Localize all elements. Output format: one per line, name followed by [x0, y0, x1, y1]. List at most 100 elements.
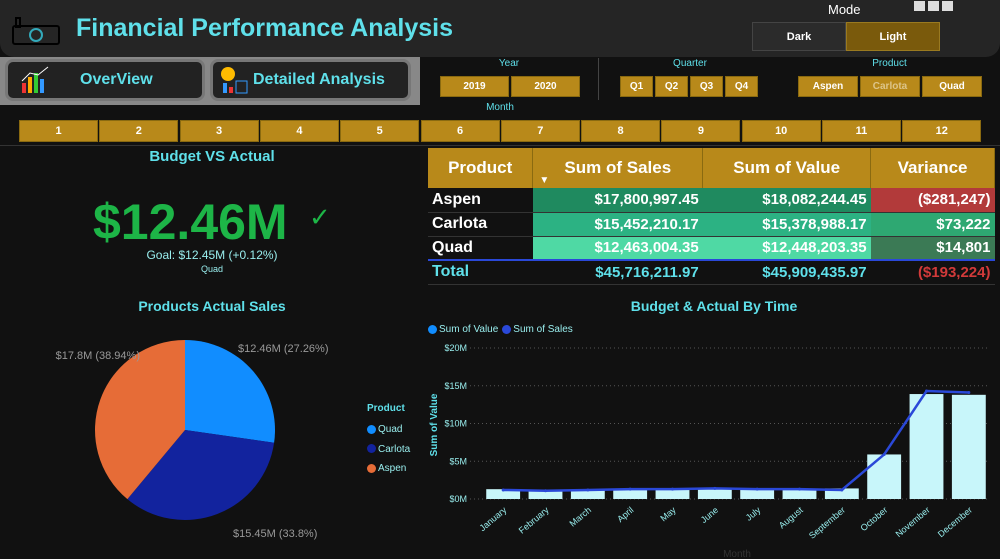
month-label: Month	[486, 102, 514, 113]
product-table: Product Sum of Sales ▼ Sum of Value Variance…	[428, 148, 995, 285]
y-tick-label: $0M	[449, 494, 467, 504]
pie-slice-quad[interactable]	[185, 340, 275, 443]
pie-title: Products Actual Sales	[138, 298, 286, 314]
x-tick-label: September	[807, 505, 847, 541]
sales-line[interactable]	[503, 389, 969, 492]
bar-september[interactable]	[824, 488, 859, 499]
cell: $17,800,997.45	[532, 188, 703, 213]
x-tick-label: February	[517, 505, 551, 536]
bar-october[interactable]	[867, 454, 902, 499]
y-tick-label: $5M	[449, 456, 467, 466]
line-point[interactable]	[713, 486, 717, 490]
line-point[interactable]	[586, 488, 590, 492]
month-4[interactable]: 4	[259, 120, 339, 142]
col-variance[interactable]: Variance	[870, 148, 995, 188]
bar-june[interactable]	[697, 487, 732, 499]
x-tick-label: June	[699, 505, 720, 525]
month-6[interactable]: 6	[420, 120, 500, 142]
divider	[598, 58, 599, 100]
line-point[interactable]	[501, 488, 505, 492]
mode-label: Mode	[828, 2, 861, 17]
col-value[interactable]: Sum of Value	[702, 148, 872, 188]
month-11[interactable]: 11	[822, 120, 901, 142]
month-10[interactable]: 10	[741, 120, 821, 142]
product-carlota[interactable]: Carlota	[860, 76, 920, 97]
bar-february[interactable]	[528, 490, 563, 499]
line-point[interactable]	[755, 487, 759, 491]
combo-legend: Sum of Value Sum of Sales	[428, 324, 577, 335]
pie-chart: $12.46M (27.26%) $15.45M (33.8%) $17.8M (3…	[56, 340, 329, 540]
line-point[interactable]	[925, 389, 928, 393]
bar-january[interactable]	[486, 489, 521, 499]
product-aspen[interactable]: Aspen	[798, 76, 858, 97]
pie-slice-carlota[interactable]	[127, 430, 275, 520]
month-1[interactable]: 1	[19, 120, 98, 142]
bar-april[interactable]	[613, 489, 648, 499]
check-icon: ✓	[309, 202, 331, 232]
money-factory-icon	[12, 17, 60, 45]
legend-item-quad[interactable]: Quad	[367, 420, 410, 440]
legend-item-carlota[interactable]: Carlota	[367, 440, 410, 460]
cell: $12,448,203.35	[702, 236, 871, 261]
x-axis-label: Month	[723, 549, 751, 559]
kpi-filter: Quad	[200, 264, 224, 274]
line-point[interactable]	[967, 391, 971, 395]
y-tick-label: $10M	[444, 419, 467, 429]
bar-august[interactable]	[782, 489, 817, 499]
x-tick-label: December	[936, 505, 974, 539]
cell: $15,452,210.17	[532, 212, 703, 237]
x-tick-label: July	[744, 505, 763, 523]
col-product[interactable]: Product	[428, 148, 534, 188]
month-12[interactable]: 12	[902, 120, 982, 142]
bar-july[interactable]	[740, 489, 775, 499]
month-3[interactable]: 3	[179, 120, 259, 142]
x-tick-label: March	[568, 505, 594, 529]
y-tick-label: $15M	[444, 381, 467, 391]
legend-item[interactable]: Sum of Sales	[502, 324, 576, 335]
focus-icon[interactable]	[928, 1, 939, 11]
legend-item[interactable]: Sum of Value	[428, 324, 502, 335]
bar-march[interactable]	[570, 490, 605, 499]
line-point[interactable]	[882, 452, 886, 456]
cell: ($281,247)	[870, 188, 995, 213]
pie-legend: Quad Carlota Aspen	[367, 420, 410, 479]
overview-button[interactable]: OverView	[5, 59, 205, 101]
detailed-analysis-button[interactable]: Detailed Analysis	[210, 59, 411, 101]
year-2019[interactable]: 2019	[440, 76, 509, 97]
cell: $45,909,435.97	[702, 260, 871, 285]
product-label: Product	[872, 58, 907, 69]
cell: Aspen	[428, 188, 533, 213]
pie-data-label: $12.46M (27.26%)	[238, 343, 329, 355]
line-point[interactable]	[628, 487, 632, 491]
pie-slice-aspen[interactable]	[95, 340, 185, 500]
month-5[interactable]: 5	[340, 120, 420, 142]
quarter-q1[interactable]: Q1	[620, 76, 653, 97]
more-icon[interactable]	[942, 1, 953, 11]
month-2[interactable]: 2	[99, 120, 179, 142]
mode-dark-button[interactable]: Dark	[752, 22, 846, 51]
bar-may[interactable]	[655, 489, 690, 499]
col-sales[interactable]: Sum of Sales ▼	[532, 148, 704, 188]
mode-light-button[interactable]: Light	[846, 22, 940, 51]
line-point[interactable]	[544, 489, 547, 493]
month-8[interactable]: 8	[581, 120, 661, 142]
quarter-q4[interactable]: Q4	[725, 76, 758, 97]
cell: $12,463,004.35	[532, 236, 703, 261]
quarter-q2[interactable]: Q2	[655, 76, 688, 97]
year-label: Year	[498, 58, 520, 69]
legend-item-aspen[interactable]: Aspen	[367, 459, 410, 479]
line-point[interactable]	[671, 487, 674, 491]
month-7[interactable]: 7	[500, 120, 580, 142]
bar-november[interactable]	[909, 394, 944, 499]
line-point[interactable]	[798, 487, 801, 491]
cell: ($193,224)	[870, 260, 995, 285]
quarter-q3[interactable]: Q3	[690, 76, 723, 97]
bar-december[interactable]	[951, 394, 986, 499]
month-9[interactable]: 9	[661, 120, 741, 142]
filter-icon[interactable]	[914, 1, 925, 11]
line-point[interactable]	[840, 488, 844, 492]
bar-chart-icon	[21, 66, 49, 93]
year-2020[interactable]: 2020	[511, 76, 580, 97]
product-quad[interactable]: Quad	[922, 76, 982, 97]
visual-header-icons[interactable]	[914, 1, 953, 11]
